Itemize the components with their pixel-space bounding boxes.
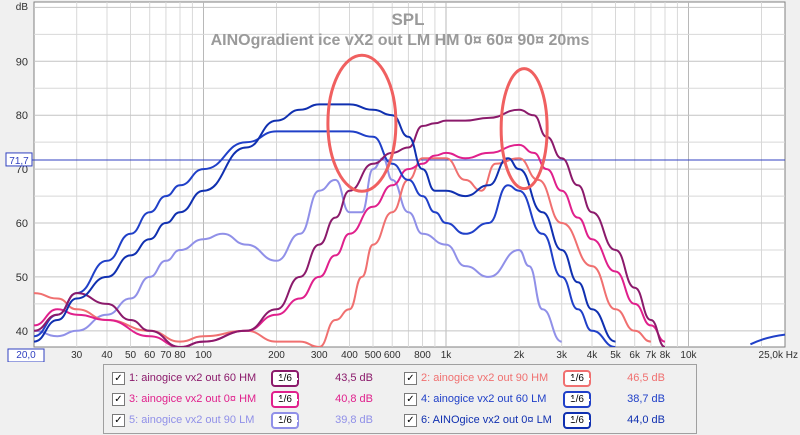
legend-label: 2: ainogice vx2 out 90 HM bbox=[421, 372, 549, 384]
legend-label: 3: ainogice vx2 out 0¤ HM bbox=[129, 393, 257, 405]
series-line-4[interactable] bbox=[34, 130, 616, 347]
y-tick-label: 40 bbox=[16, 326, 28, 338]
smoothing-button[interactable]: 1/6 bbox=[563, 369, 591, 387]
x-tick-label: 5k bbox=[610, 350, 622, 361]
legend-checkbox[interactable]: ✓ bbox=[112, 413, 125, 427]
legend-label: 1: ainogice vx2 out 60 HM bbox=[129, 372, 257, 384]
smoothing-button[interactable]: 1/6 bbox=[271, 390, 299, 408]
x-tick-label: 70 bbox=[160, 350, 172, 361]
legend-label: 4: ainogice vx2 out 60 LM bbox=[421, 393, 547, 405]
legend-level: 44,0 dB bbox=[627, 414, 665, 426]
legend-panel: ✓ 1: ainogice vx2 out 60 HM 1/6 43,5 dB ✓ 2: … bbox=[103, 364, 697, 434]
x-tick-label: 8k bbox=[660, 350, 672, 361]
series-tail bbox=[749, 333, 786, 346]
legend-checkbox[interactable]: ✓ bbox=[404, 413, 417, 427]
x-tick-label: 6k bbox=[629, 350, 641, 361]
legend-level: 40,8 dB bbox=[335, 393, 373, 405]
legend-checkbox[interactable]: ✓ bbox=[404, 392, 417, 406]
x-tick-label: 200 bbox=[268, 350, 285, 361]
legend-level: 38,7 dB bbox=[627, 393, 665, 405]
x-tick-label: 2k bbox=[514, 350, 526, 361]
legend-item[interactable]: ✓ 4: ainogice vx2 out 60 LM 1/6 38,7 dB bbox=[404, 390, 665, 408]
x-tick-label: 3k bbox=[556, 350, 568, 361]
y-axis-unit: dB bbox=[16, 2, 29, 13]
smoothing-button[interactable]: 1/6 bbox=[563, 411, 591, 429]
y-tick-label: 50 bbox=[16, 272, 28, 284]
chart-title: SPL bbox=[391, 10, 425, 29]
x-tick-label: 60 bbox=[144, 350, 156, 361]
chart-subtitle: AINOgradient ice vX2 out LM HM 0¤ 60¤ 90… bbox=[210, 32, 590, 49]
x-tick-label: 25,0k Hz bbox=[759, 350, 798, 361]
x-tick-label: 600 bbox=[384, 350, 401, 361]
y-tick-label: 60 bbox=[16, 218, 28, 230]
y-tick-label: 80 bbox=[16, 110, 28, 122]
reference-label: 71,7 bbox=[9, 156, 29, 167]
x-tick-label: 7k bbox=[646, 350, 658, 361]
legend-checkbox[interactable]: ✓ bbox=[404, 371, 417, 385]
legend-item[interactable]: ✓ 5: ainogice vx2 out 90 LM 1/6 39,8 dB bbox=[112, 411, 373, 429]
smoothing-button[interactable]: 1/6 bbox=[271, 369, 299, 387]
smoothing-button[interactable]: 1/6 bbox=[271, 411, 299, 429]
smoothing-button[interactable]: 1/6 bbox=[563, 390, 591, 408]
series-line-5[interactable] bbox=[34, 157, 563, 343]
x-tick-label: 100 bbox=[195, 350, 212, 361]
x-tick-label: 50 bbox=[125, 350, 137, 361]
reference-label-box bbox=[5, 152, 33, 167]
plot-background bbox=[33, 1, 786, 348]
x-tick-label: 10k bbox=[680, 350, 697, 361]
x-tick-label: 300 bbox=[311, 350, 328, 361]
legend-label: 6: AINOgice vx2 out 0¤ LM bbox=[421, 414, 552, 426]
x-tick-label: 30 bbox=[71, 350, 83, 361]
x-tick-label: 80 bbox=[174, 350, 186, 361]
legend-item[interactable]: ✓ 6: AINOgice vx2 out 0¤ LM 1/6 44,0 dB bbox=[404, 411, 665, 429]
legend-item[interactable]: ✓ 3: ainogice vx2 out 0¤ HM 1/6 40,8 dB bbox=[112, 390, 373, 408]
legend-level: 43,5 dB bbox=[335, 372, 373, 384]
x-tick-label: 500 bbox=[365, 350, 382, 361]
series-line-3[interactable] bbox=[34, 143, 666, 347]
legend-item[interactable]: ✓ 2: ainogice vx2 out 90 HM 1/6 46,5 dB bbox=[404, 369, 665, 387]
annotation-ellipse-2 bbox=[499, 67, 549, 191]
x-tick-label: 1k bbox=[441, 350, 453, 361]
x-tick-label: 800 bbox=[414, 350, 431, 361]
x-start-box bbox=[7, 348, 45, 362]
legend-label: 5: ainogice vx2 out 90 LM bbox=[129, 414, 255, 426]
x-tick-label: 4k bbox=[587, 350, 599, 361]
plot-area: 40 50 60 70 80 90 dB 20,0 30 40 50 60 70 80 100 200 300 4… bbox=[0, 0, 800, 362]
y-tick-label: 70 bbox=[16, 164, 28, 176]
y-tick-label: 90 bbox=[16, 56, 28, 68]
legend-checkbox[interactable]: ✓ bbox=[112, 371, 125, 385]
series-line-2[interactable] bbox=[34, 157, 652, 347]
series-line-1[interactable] bbox=[34, 108, 666, 347]
series-line-6[interactable] bbox=[34, 103, 616, 343]
legend-level: 39,8 dB bbox=[335, 414, 373, 426]
x-tick-label: 20,0 bbox=[16, 350, 36, 361]
legend-level: 46,5 dB bbox=[627, 372, 665, 384]
x-tick-label: 40 bbox=[101, 350, 113, 361]
annotation-ellipse-1 bbox=[326, 53, 398, 193]
legend-item[interactable]: ✓ 1: ainogice vx2 out 60 HM 1/6 43,5 dB bbox=[112, 369, 373, 387]
legend-checkbox[interactable]: ✓ bbox=[112, 392, 125, 406]
x-tick-label: 400 bbox=[341, 350, 358, 361]
